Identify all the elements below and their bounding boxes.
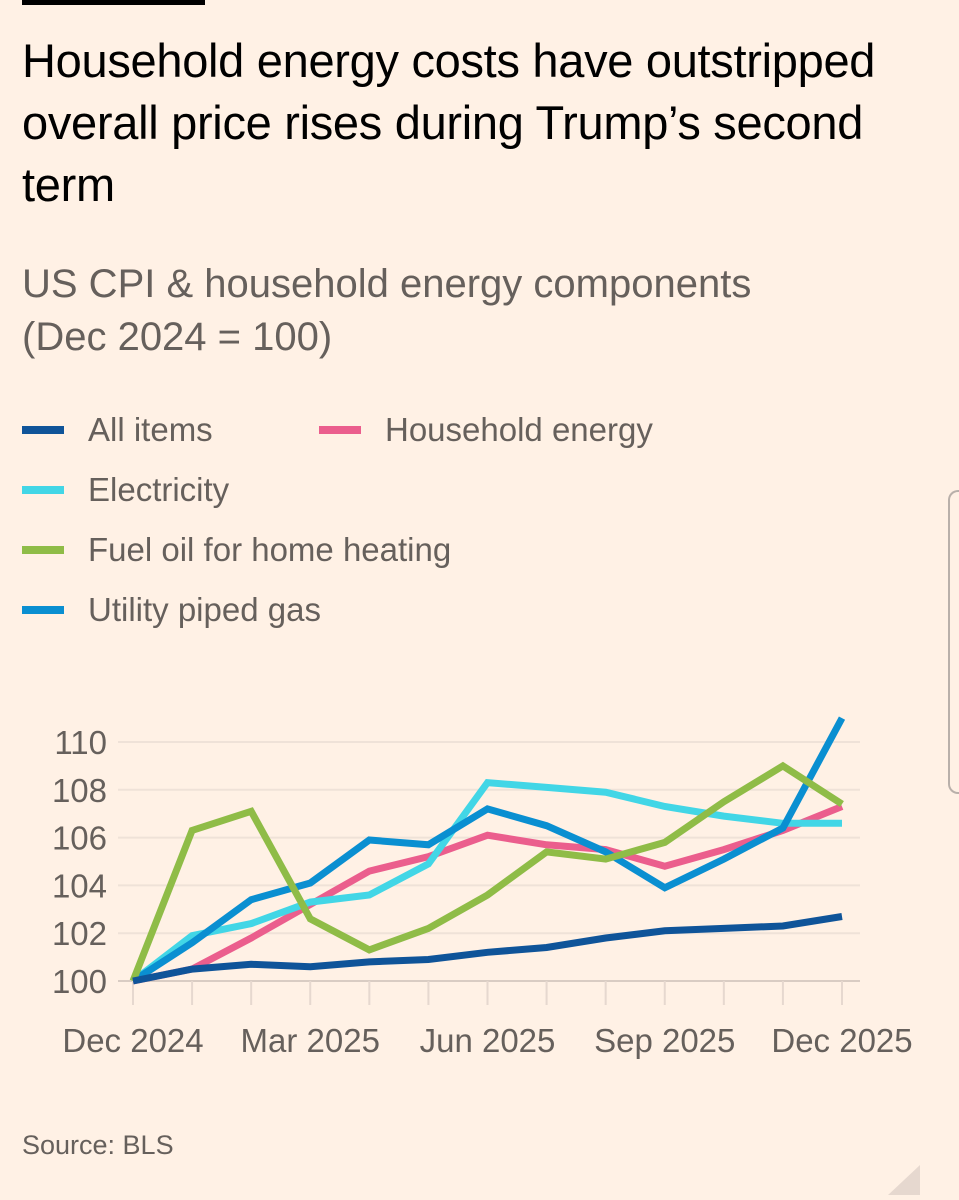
line-chart: 100 102 104 106 108 110 Dec 2024 Mar 2025 Jun 2… [0,700,959,1080]
legend-item-all-items: All items [22,405,213,455]
gridlines [118,741,860,982]
subtitle-line-2: (Dec 2024 = 100) [22,315,333,359]
legend-item-fuel-oil: Fuel oil for home heating [22,525,451,575]
x-tick-label: Dec 2024 [62,1022,203,1059]
chart-subtitle: US CPI & household energy components (De… [22,258,922,364]
y-tick-label: 104 [52,867,107,904]
legend-label: Fuel oil for home heating [88,531,452,568]
series-line-electricity [130,778,842,984]
legend-item-utility-piped-gas: Utility piped gas [22,585,321,635]
legend-swatch-all-items [22,426,64,434]
y-tick-label: 102 [52,915,107,952]
series-line-household-energy [132,803,844,985]
legend-item-electricity: Electricity [22,465,229,515]
subtitle-line-1: US CPI & household energy components [22,262,752,306]
legend-label: Household energy [385,411,653,448]
series-lines [129,716,846,985]
series-line-fuel-oil-for-home-heating [129,761,844,983]
legend-label: All items [88,411,213,448]
y-tick-label: 100 [52,963,107,1000]
scroll-handle[interactable] [948,490,959,794]
legend-swatch-utility-piped-gas [22,606,64,614]
y-axis-ticks: 100 102 104 106 108 110 [52,724,107,1000]
y-tick-label: 106 [52,820,107,857]
legend-swatch-fuel-oil [22,546,64,554]
legend-label: Utility piped gas [88,591,321,628]
chart-svg: 100 102 104 106 108 110 Dec 2024 Mar 2025 Jun 2… [52,716,913,1059]
legend-swatch-electricity [22,486,64,494]
legend-label: Electricity [88,471,230,508]
header-accent-bar [22,0,205,5]
resize-corner-icon [888,1165,920,1195]
legend-item-household-energy: Household energy [319,405,653,455]
chart-title: Household energy costs have outstripped … [22,34,876,211]
x-axis-ticks: Dec 2024 Mar 2025 Jun 2025 Sep 2025 Dec 2025 [62,1022,912,1059]
chart-legend: All items Household energy Electricity F… [22,405,922,645]
y-tick-label: 108 [52,772,107,809]
source-note: Source: BLS [22,1130,174,1160]
x-tick-label: Dec 2025 [771,1022,912,1059]
series-line-all-items [132,913,843,985]
y-tick-label: 110 [54,724,107,761]
x-tick-label: Mar 2025 [241,1022,380,1059]
x-tick-label: Jun 2025 [420,1022,556,1059]
x-tick-label: Sep 2025 [594,1022,735,1059]
legend-swatch-household-energy [319,426,361,434]
x-tick-marks [132,981,843,1005]
series-line-utility-piped-gas [131,716,846,984]
